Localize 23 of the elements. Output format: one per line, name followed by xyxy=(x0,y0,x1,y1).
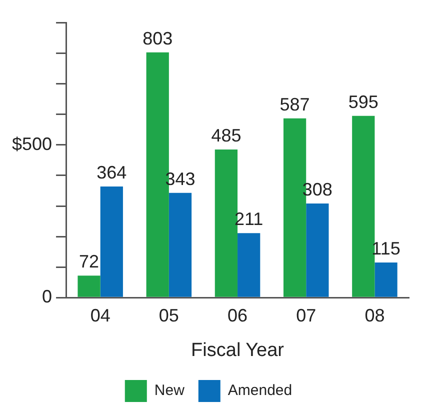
data-label: 364 xyxy=(96,162,127,182)
bar xyxy=(168,192,192,297)
data-label: 485 xyxy=(211,125,242,146)
x-tick-label: 05 xyxy=(158,305,179,326)
bar xyxy=(100,186,123,297)
bar xyxy=(352,116,375,297)
data-label: 72 xyxy=(79,252,100,272)
bar xyxy=(238,233,260,297)
data-label: 803 xyxy=(142,28,173,48)
legend-label: Amended xyxy=(228,382,292,400)
x-tick-label: 04 xyxy=(90,305,110,326)
bar xyxy=(306,204,329,297)
x-tick-label: 08 xyxy=(364,305,385,326)
x-tick-label: 07 xyxy=(296,305,316,326)
bar xyxy=(78,276,100,297)
data-label: 595 xyxy=(348,92,378,112)
y-tick-label: 0 xyxy=(42,286,52,307)
x-axis-title: Fiscal Year xyxy=(191,340,285,361)
legend-label: New xyxy=(154,382,185,400)
y-tick-label: $500 xyxy=(12,134,52,154)
bar xyxy=(374,262,398,297)
x-tick-label: 06 xyxy=(228,305,248,326)
data-label: 587 xyxy=(280,94,310,114)
